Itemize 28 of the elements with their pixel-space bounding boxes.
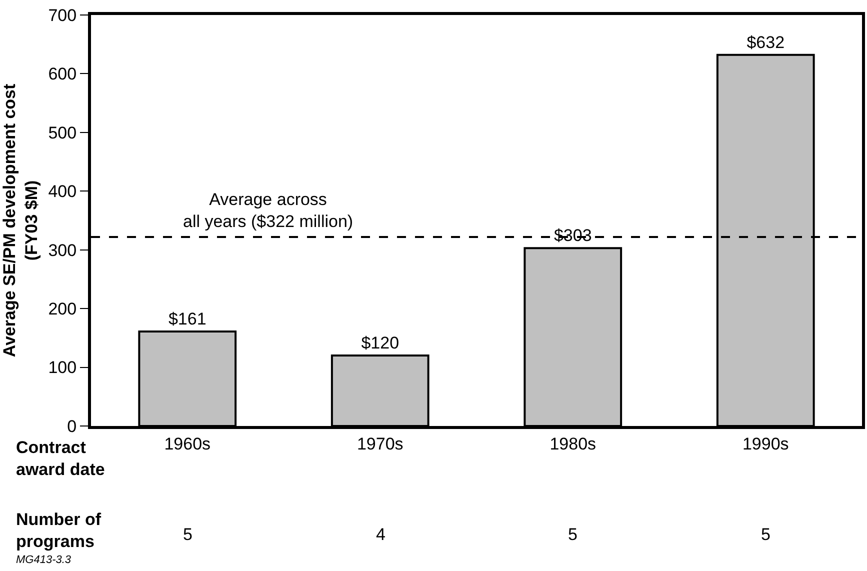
y-tick-label: 300 — [48, 240, 77, 260]
data-label: $161 — [168, 309, 206, 328]
text: MG413-3.3 — [16, 554, 72, 566]
y-tick-label: 0 — [67, 416, 77, 436]
text: 5 — [183, 525, 192, 544]
bar — [524, 247, 622, 426]
text: 4 — [376, 525, 386, 544]
x-tick-label: 1980s — [550, 434, 596, 454]
y-tick-label: 700 — [48, 6, 77, 25]
x-tick-label: 1970s — [356, 434, 404, 454]
y-tick-label: 500 — [48, 123, 77, 142]
data-label: $632 — [746, 32, 785, 52]
text: Number of programs — [16, 510, 102, 552]
data-label: $120 — [361, 334, 400, 353]
x-tick-label: 1990s — [742, 434, 789, 454]
x-axis-title: Contract award date — [16, 438, 105, 480]
bar — [330, 354, 430, 426]
ref-line-label: Average across all years ($322 million) — [183, 190, 354, 232]
y-tick-label: 200 — [48, 300, 77, 319]
text: 5 — [761, 525, 770, 544]
data-label: $303 — [554, 226, 592, 246]
bar — [138, 330, 237, 426]
y-tick-label: 400 — [48, 182, 77, 202]
y-axis-title: Average SE/PM development cost (FY03 $M) — [0, 83, 42, 358]
text: 5 — [568, 525, 578, 544]
x-tick-label: 1960s — [164, 434, 211, 454]
y-tick-label: 100 — [48, 358, 77, 378]
y-tick-label: 600 — [48, 64, 77, 84]
